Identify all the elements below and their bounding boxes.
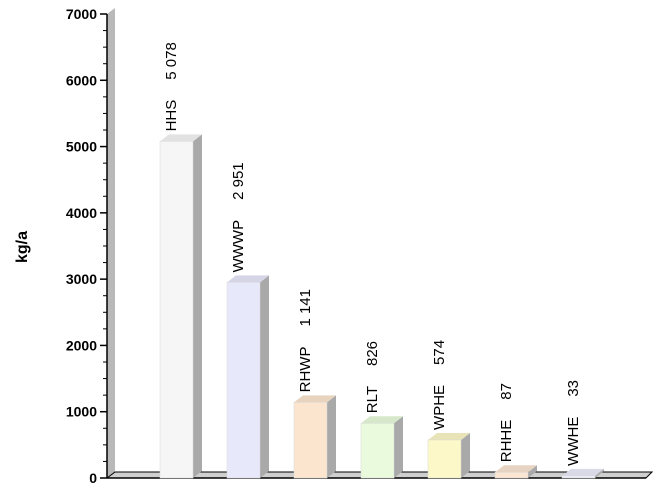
bar-top xyxy=(562,468,604,476)
category-label: WWWP xyxy=(230,220,247,272)
category-label: HHS xyxy=(163,100,180,132)
bar xyxy=(159,134,202,479)
bar-side xyxy=(193,134,202,479)
y-axis-title: kg/a xyxy=(14,231,31,263)
bar xyxy=(561,468,604,479)
bar-top xyxy=(227,275,269,283)
y-axis: 0 1000 2000 3000 4000 5000 6000 7000 xyxy=(66,6,653,486)
y-tick-label: 0 xyxy=(89,470,97,486)
value-label: 826 xyxy=(364,341,381,366)
y-tick-label: 6000 xyxy=(66,72,97,88)
y-tick-label: 2000 xyxy=(66,337,97,353)
value-label: 5 078 xyxy=(163,42,180,80)
bar-side xyxy=(394,416,403,478)
y-tick-label: 1000 xyxy=(66,404,97,420)
bar-side xyxy=(595,468,604,478)
bar-top xyxy=(495,465,537,473)
bar xyxy=(360,416,403,479)
bar-top xyxy=(294,395,336,403)
bar-front xyxy=(360,422,395,479)
bar-front xyxy=(159,141,194,479)
bar-top xyxy=(428,432,470,440)
y-tick-label: 7000 xyxy=(66,6,97,22)
category-label: RLT xyxy=(364,386,381,413)
bar-labels: HHS 5 078 WWWP 2 951 RHWP 1 141 RLT 826 WPHE 574 R… xyxy=(163,42,582,466)
y-tick-label: 5000 xyxy=(66,139,97,155)
bar-front xyxy=(561,475,596,479)
bar-side xyxy=(260,275,269,478)
value-label: 33 xyxy=(565,380,582,397)
bar-front xyxy=(293,402,328,479)
bars xyxy=(159,134,604,479)
axis-wall xyxy=(107,8,115,478)
bar-side xyxy=(327,395,336,478)
bar-front xyxy=(226,282,261,479)
bar-side xyxy=(528,465,537,478)
value-label: 87 xyxy=(498,383,515,400)
category-label: RHHE xyxy=(498,420,515,463)
value-label: 2 951 xyxy=(230,162,247,200)
bar-front xyxy=(494,471,529,479)
bar xyxy=(494,465,537,479)
value-label: 1 141 xyxy=(297,289,314,327)
y-tick-label: 3000 xyxy=(66,271,97,287)
category-label: RHWP xyxy=(297,347,314,393)
bar xyxy=(293,395,336,479)
y-tick-label: 4000 xyxy=(66,205,97,221)
bar-top xyxy=(160,134,202,142)
category-label: WWHE xyxy=(565,417,582,466)
bar xyxy=(427,432,470,479)
category-label: WPHE xyxy=(431,385,448,430)
bar-front xyxy=(427,439,462,479)
bar-top xyxy=(361,416,403,424)
bar-side xyxy=(461,432,470,478)
bar xyxy=(226,275,269,479)
value-label: 574 xyxy=(431,340,448,365)
